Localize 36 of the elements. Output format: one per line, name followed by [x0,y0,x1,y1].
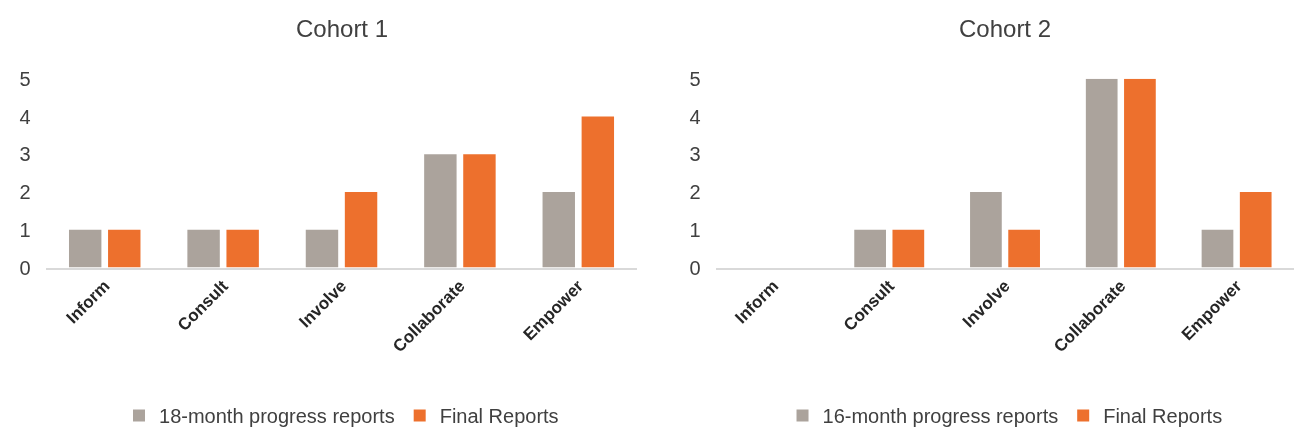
chart-title: Cohort 2 [959,15,1052,42]
bar [344,192,378,268]
bar [892,229,925,268]
bar [1008,229,1040,268]
y-tick-label: 4 [689,105,701,128]
y-tick-label: 1 [19,218,31,241]
bar [463,154,496,268]
bar [1085,78,1118,268]
bar [187,229,220,268]
bar [1239,192,1272,268]
bar [970,192,1002,268]
bar [108,229,141,268]
bar [1201,229,1234,268]
bar [1124,78,1156,268]
y-tick-label: 3 [19,143,31,166]
bar [305,229,339,268]
bar [542,192,575,268]
y-tick-label: 5 [689,67,701,90]
y-tick-label: 2 [689,181,701,204]
bar [68,229,102,268]
y-tick-label: 0 [689,256,701,279]
legend-label: 18-month progress reports [159,405,395,428]
chart-title: Cohort 1 [296,15,389,42]
legend-label: 16-month progress reports [822,405,1059,428]
legend-label: Final Reports [1103,405,1223,428]
y-tick-label: 4 [19,105,31,128]
y-tick-label: 5 [19,67,31,90]
y-tick-label: 1 [689,218,701,241]
bar [581,116,615,268]
y-tick-label: 0 [19,256,31,279]
y-tick-label: 2 [19,181,31,204]
bar [226,229,259,268]
bar [854,229,886,268]
y-tick-label: 3 [689,143,701,166]
legend-label: Final Reports [439,405,559,428]
bar [424,154,457,268]
